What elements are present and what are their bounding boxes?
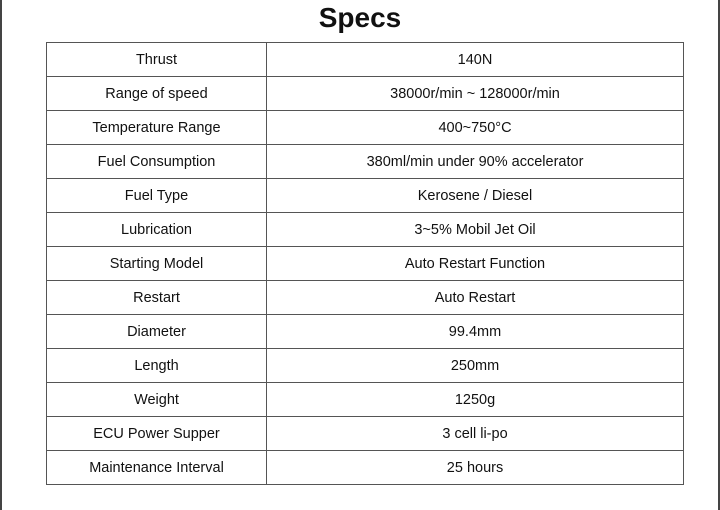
table-row: Maintenance Interval 25 hours (46, 450, 684, 485)
table-row: Weight 1250g (46, 382, 684, 417)
table-body: Thrust 140N Range of speed 38000r/min ~ 128… (46, 42, 684, 485)
table-row: Lubrication 3~5% Mobil Jet Oil (46, 212, 684, 247)
spec-name: Starting Model (46, 246, 267, 281)
spec-name: Temperature Range (46, 110, 267, 145)
spec-name: Diameter (46, 314, 267, 349)
spec-value: 1250g (266, 382, 684, 417)
spec-value: Kerosene / Diesel (266, 178, 684, 213)
specs-table: Thrust 140N Range of speed 38000r/min ~ 128… (46, 42, 684, 485)
spec-value: 99.4mm (266, 314, 684, 349)
table-row: Restart Auto Restart (46, 280, 684, 315)
spec-value: 380ml/min under 90% accelerator (266, 144, 684, 179)
spec-value: 140N (266, 42, 684, 77)
table-row: Length 250mm (46, 348, 684, 383)
table-row: Thrust 140N (46, 42, 684, 77)
spec-value: Auto Restart Function (266, 246, 684, 281)
table-row: Fuel Consumption 380ml/min under 90% acce… (46, 144, 684, 179)
spec-name: Maintenance Interval (46, 450, 267, 485)
spec-name: Thrust (46, 42, 267, 77)
spec-value: Auto Restart (266, 280, 684, 315)
spec-name: Length (46, 348, 267, 383)
spec-name: Fuel Consumption (46, 144, 267, 179)
spec-name: Lubrication (46, 212, 267, 247)
spec-name: Range of speed (46, 76, 267, 111)
spec-value: 3 cell li-po (266, 416, 684, 451)
spec-name: Fuel Type (46, 178, 267, 213)
table-row: Range of speed 38000r/min ~ 128000r/min (46, 76, 684, 111)
spec-value: 250mm (266, 348, 684, 383)
table-row: Diameter 99.4mm (46, 314, 684, 349)
table-row: Temperature Range 400~750°C (46, 110, 684, 145)
spec-value: 38000r/min ~ 128000r/min (266, 76, 684, 111)
spec-name: Restart (46, 280, 267, 315)
table-row: ECU Power Supper 3 cell li-po (46, 416, 684, 451)
spec-value: 400~750°C (266, 110, 684, 145)
table-row: Starting Model Auto Restart Function (46, 246, 684, 281)
spec-name: Weight (46, 382, 267, 417)
spec-value: 3~5% Mobil Jet Oil (266, 212, 684, 247)
spec-name: ECU Power Supper (46, 416, 267, 451)
title: Specs (318, 2, 402, 33)
table-row: Fuel Type Kerosene / Diesel (46, 178, 684, 213)
spec-value: 25 hours (266, 450, 684, 485)
